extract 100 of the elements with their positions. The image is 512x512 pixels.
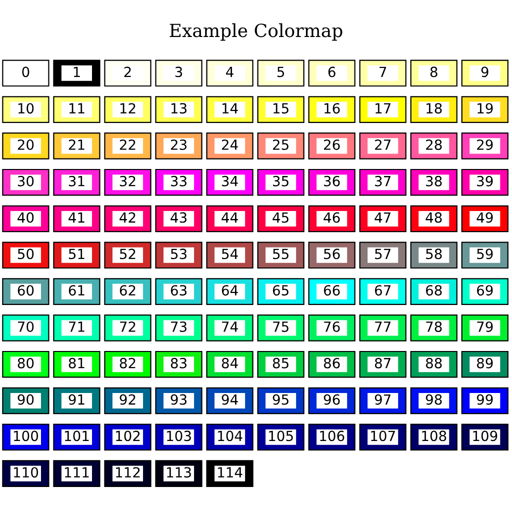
data-label: 83 xyxy=(170,358,186,368)
data-label: 10 xyxy=(18,103,34,114)
data-label: 99 xyxy=(476,394,493,405)
data-label: 90 xyxy=(18,394,34,405)
data-label: 81 xyxy=(68,358,84,368)
data-label: 77 xyxy=(375,322,390,332)
data-label: 107 xyxy=(371,430,395,442)
data-label: 75 xyxy=(273,322,288,332)
data-label: 7 xyxy=(380,66,386,77)
data-label: 85 xyxy=(272,358,288,368)
data-label: 63 xyxy=(170,285,186,296)
data-label: 84 xyxy=(222,358,238,368)
data-label: 29 xyxy=(477,139,493,150)
data-label: 74 xyxy=(222,322,238,332)
data-label: 57 xyxy=(375,248,390,260)
data-label: 87 xyxy=(374,358,390,368)
data-label: 8 xyxy=(430,66,438,78)
data-label: 65 xyxy=(272,285,288,296)
data-label: 38 xyxy=(426,176,442,186)
data-label: 96 xyxy=(324,394,340,405)
data-label: 2 xyxy=(124,66,131,77)
data-label: 43 xyxy=(170,212,186,223)
data-label: 4 xyxy=(226,66,234,77)
data-label: 47 xyxy=(374,212,390,223)
data-label: 112 xyxy=(116,467,140,478)
data-label: 22 xyxy=(120,139,136,150)
data-label: 60 xyxy=(18,285,34,296)
data-label: 56 xyxy=(324,248,340,260)
data-label: 82 xyxy=(120,358,136,368)
data-label: 25 xyxy=(272,139,288,150)
data-label: 108 xyxy=(422,430,446,442)
data-label: 28 xyxy=(426,139,442,150)
data-label: 23 xyxy=(170,139,186,150)
data-label: 110 xyxy=(14,467,38,478)
data-label: 42 xyxy=(120,212,136,223)
data-label: 98 xyxy=(426,394,442,405)
data-label: 5 xyxy=(277,66,284,78)
data-label: 55 xyxy=(273,248,288,260)
data-label: 52 xyxy=(120,248,136,260)
data-label: 46 xyxy=(324,212,340,223)
data-label: 11 xyxy=(69,103,84,114)
data-label: 64 xyxy=(222,285,238,296)
data-label: 37 xyxy=(375,176,390,186)
data-label: 34 xyxy=(222,176,238,186)
data-label: 109 xyxy=(473,430,498,442)
data-label: 106 xyxy=(320,430,344,442)
data-label: 39 xyxy=(477,176,493,186)
data-label: 49 xyxy=(476,212,493,223)
data-label: 68 xyxy=(426,285,442,296)
data-label: 76 xyxy=(324,321,340,332)
data-label: 71 xyxy=(69,322,84,332)
data-label: 14 xyxy=(222,103,238,114)
data-label: 92 xyxy=(120,394,136,405)
data-label: 72 xyxy=(120,321,136,332)
data-label: 19 xyxy=(478,103,493,114)
data-label: 0 xyxy=(22,66,30,78)
data-label: 18 xyxy=(426,103,442,114)
data-label: 6 xyxy=(328,66,336,78)
data-label: 73 xyxy=(171,321,186,332)
data-label: 32 xyxy=(120,176,136,186)
data-label: 51 xyxy=(68,248,84,260)
data-label: 17 xyxy=(376,103,390,114)
data-label: 20 xyxy=(18,139,34,150)
data-label: 26 xyxy=(324,139,340,150)
data-label: 101 xyxy=(65,430,89,442)
data-label: 97 xyxy=(374,394,390,405)
data-label: 111 xyxy=(65,467,89,478)
data-label: 94 xyxy=(222,394,238,405)
data-label: 53 xyxy=(171,248,186,260)
data-label: 61 xyxy=(68,285,84,296)
data-label: 78 xyxy=(426,321,442,332)
data-label: 44 xyxy=(222,212,238,223)
data-label: 24 xyxy=(222,139,238,150)
data-label: 33 xyxy=(170,176,186,186)
data-label: 50 xyxy=(18,248,34,260)
data-label: 91 xyxy=(68,394,84,405)
data-label: 13 xyxy=(171,103,186,114)
data-label: 59 xyxy=(477,248,493,260)
data-label: 31 xyxy=(68,176,84,186)
data-label: 36 xyxy=(324,176,340,186)
data-label: 93 xyxy=(170,394,186,405)
data-label: 95 xyxy=(272,394,288,405)
data-label: 103 xyxy=(167,430,191,442)
data-label: 66 xyxy=(324,285,340,296)
data-label: 40 xyxy=(18,212,34,223)
data-label: 86 xyxy=(324,358,340,368)
data-label: 104 xyxy=(218,430,242,442)
data-label: 1 xyxy=(74,66,80,77)
data-label: 15 xyxy=(274,103,288,114)
data-label: 79 xyxy=(477,321,493,332)
data-label: 21 xyxy=(68,139,84,150)
data-label: 102 xyxy=(116,430,140,442)
data-label: 70 xyxy=(18,321,34,332)
data-label: 54 xyxy=(222,248,238,260)
data-label: 9 xyxy=(481,66,488,78)
data-label: 105 xyxy=(269,430,293,442)
data-label: 89 xyxy=(476,358,493,368)
data-label: 80 xyxy=(18,358,34,368)
data-label: 48 xyxy=(426,212,442,223)
data-label: 35 xyxy=(273,176,288,186)
